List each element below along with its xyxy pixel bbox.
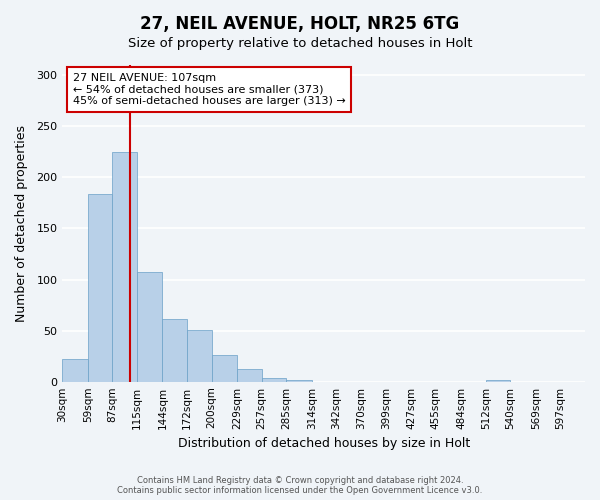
- Bar: [112, 152, 137, 382]
- Text: 27, NEIL AVENUE, HOLT, NR25 6TG: 27, NEIL AVENUE, HOLT, NR25 6TG: [140, 15, 460, 33]
- Bar: [187, 330, 212, 382]
- Text: Size of property relative to detached houses in Holt: Size of property relative to detached ho…: [128, 38, 472, 51]
- Y-axis label: Number of detached properties: Number of detached properties: [15, 125, 28, 322]
- Bar: [88, 194, 112, 382]
- Bar: [486, 380, 511, 382]
- Text: Contains HM Land Registry data © Crown copyright and database right 2024.
Contai: Contains HM Land Registry data © Crown c…: [118, 476, 482, 495]
- Bar: [286, 380, 312, 382]
- Bar: [212, 355, 237, 382]
- Bar: [237, 370, 262, 382]
- Bar: [163, 320, 187, 382]
- Text: 27 NEIL AVENUE: 107sqm
← 54% of detached houses are smaller (373)
45% of semi-de: 27 NEIL AVENUE: 107sqm ← 54% of detached…: [73, 73, 346, 106]
- Bar: [262, 378, 286, 382]
- X-axis label: Distribution of detached houses by size in Holt: Distribution of detached houses by size …: [178, 437, 470, 450]
- Bar: [137, 272, 163, 382]
- Bar: [62, 359, 88, 382]
